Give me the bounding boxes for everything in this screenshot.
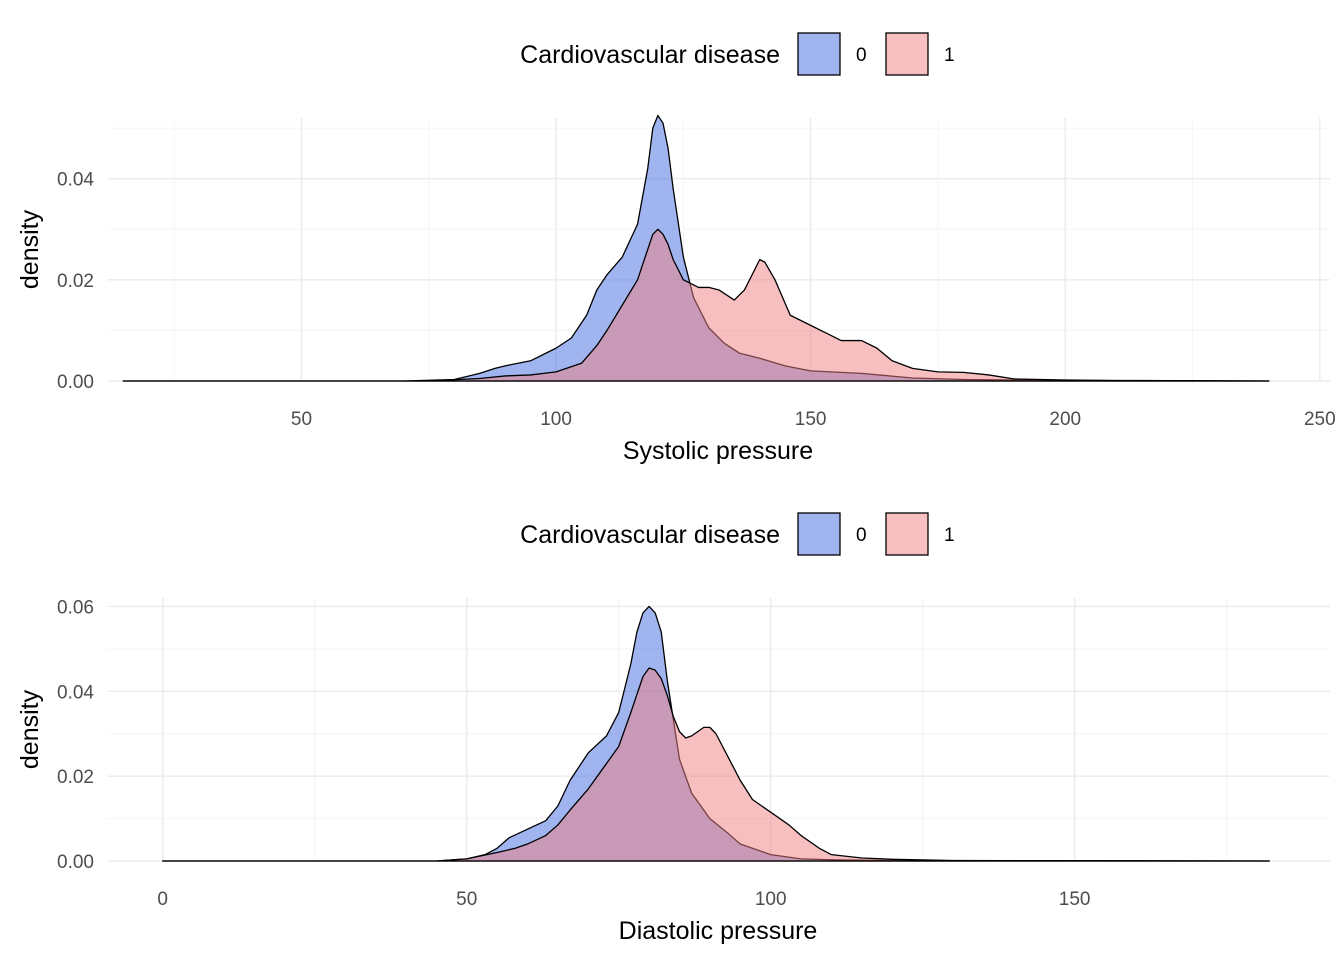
density-area-1 <box>122 228 1270 382</box>
x-tick-label: 200 <box>1049 409 1081 430</box>
y-tick-label: 0.02 <box>57 271 94 292</box>
y-tick-label: 0.04 <box>57 682 94 703</box>
x-tick-label: 50 <box>291 409 312 430</box>
legend-key-0 <box>797 512 841 556</box>
legend-title: Cardiovascular disease <box>520 521 780 549</box>
legend-label-0: 0 <box>856 45 867 66</box>
y-axis-title: density <box>16 209 44 289</box>
legend-key-1 <box>885 32 929 76</box>
legend: Cardiovascular disease 0 1 <box>520 32 955 76</box>
legend-label-1: 1 <box>944 525 955 546</box>
density-area-1 <box>162 667 1270 862</box>
y-tick-label: 0.02 <box>57 767 94 788</box>
legend: Cardiovascular disease 0 1 <box>520 512 955 556</box>
x-tick-label: 50 <box>456 889 477 910</box>
legend-label-0: 0 <box>856 525 867 546</box>
y-axis-title: density <box>16 689 44 769</box>
x-tick-label: 100 <box>755 889 787 910</box>
x-axis-title: Diastolic pressure <box>619 917 818 945</box>
y-tick-label: 0.04 <box>57 170 94 191</box>
legend-key-0 <box>797 32 841 76</box>
legend-label-1: 1 <box>944 45 955 66</box>
chart-panel-1: 50 100 150 200 250 0.00 0.02 0.04 Systolic press… <box>16 32 1336 465</box>
y-tick-label: 0.06 <box>57 597 94 618</box>
legend-title: Cardiovascular disease <box>520 41 780 69</box>
x-tick-label: 150 <box>1059 889 1091 910</box>
y-tick-label: 0.00 <box>57 372 94 393</box>
x-tick-label: 150 <box>795 409 827 430</box>
x-axis-title: Systolic pressure <box>623 437 813 465</box>
x-tick-label: 0 <box>157 889 168 910</box>
y-tick-label: 0.00 <box>57 852 94 873</box>
chart-panel-2: 0 50 100 150 0.00 0.02 0.04 0.06 Diastolic press… <box>16 512 1330 945</box>
x-tick-label: 250 <box>1304 409 1336 430</box>
legend-key-1 <box>885 512 929 556</box>
x-tick-label: 100 <box>540 409 572 430</box>
